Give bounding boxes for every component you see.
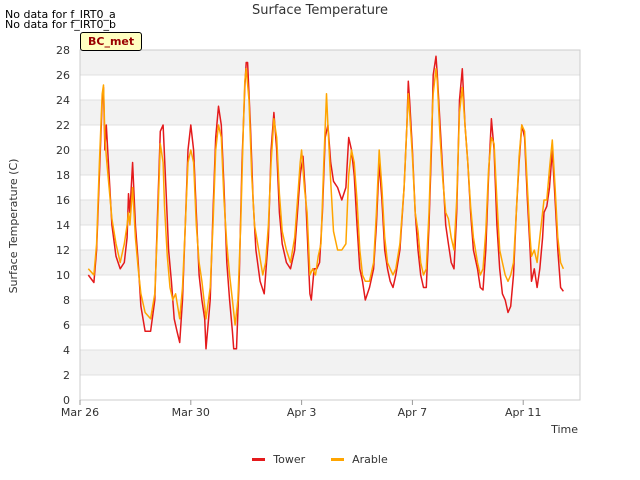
band-6 [80, 300, 580, 325]
series-line-arable [87, 68, 565, 326]
site-badge: BC_met [80, 32, 143, 51]
x-tick-label: Apr 11 [505, 406, 542, 419]
y-tick-label-4: 4 [63, 344, 70, 357]
legend-swatch-arable [331, 458, 345, 461]
y-tick-label-8: 8 [63, 294, 70, 307]
x-tick-label: Mar 26 [61, 406, 99, 419]
legend-label-tower: Tower [273, 453, 306, 466]
y-tick-label-18: 18 [56, 169, 70, 182]
y-tick-label-16: 16 [56, 194, 70, 207]
legend-label-arable: Arable [352, 453, 388, 466]
x-axis-ticks: Mar 26 Mar 30 Apr 3 Apr 7 Apr 11 [61, 400, 542, 419]
gridlines [80, 49, 580, 401]
y-tick-label-6: 6 [63, 319, 70, 332]
y-tick-label-20: 20 [56, 144, 70, 157]
band-14 [80, 200, 580, 225]
y-tick-label-22: 22 [56, 119, 70, 132]
y-tick-label-2: 2 [63, 369, 70, 382]
y-axis-label: Surface Temperature (C) [7, 159, 20, 294]
plot-area-frame [79, 49, 581, 401]
legend-swatch-tower [252, 458, 266, 461]
y-tick-label-24: 24 [56, 94, 70, 107]
legend-item-arable[interactable]: Arable [331, 453, 388, 466]
band-2 [80, 350, 580, 375]
y-tick-label-14: 14 [56, 219, 70, 232]
no-data-note-a: No data for f_IRT0_a [5, 8, 116, 21]
x-tick-label: Mar 30 [172, 406, 210, 419]
band-22 [80, 100, 580, 125]
band-26 [80, 50, 580, 75]
y-tick-label-0: 0 [63, 394, 70, 407]
background-bands [80, 50, 580, 375]
series-lines [87, 55, 565, 350]
y-tick-label-12: 12 [56, 244, 70, 257]
no-data-note-b: No data for f_IRT0_b [5, 18, 117, 31]
y-tick-label-28: 28 [56, 44, 70, 57]
x-tick-label: Apr 7 [398, 406, 428, 419]
band-10 [80, 250, 580, 275]
legend-item-tower[interactable]: Tower [252, 453, 305, 466]
x-axis-label: Time [550, 423, 578, 436]
chart-title: Surface Temperature [251, 3, 388, 18]
y-tick-label-26: 26 [56, 69, 70, 82]
legend: Tower Arable [0, 453, 640, 466]
x-tick-label: Apr 3 [287, 406, 317, 419]
y-tick-label-10: 10 [56, 269, 70, 282]
